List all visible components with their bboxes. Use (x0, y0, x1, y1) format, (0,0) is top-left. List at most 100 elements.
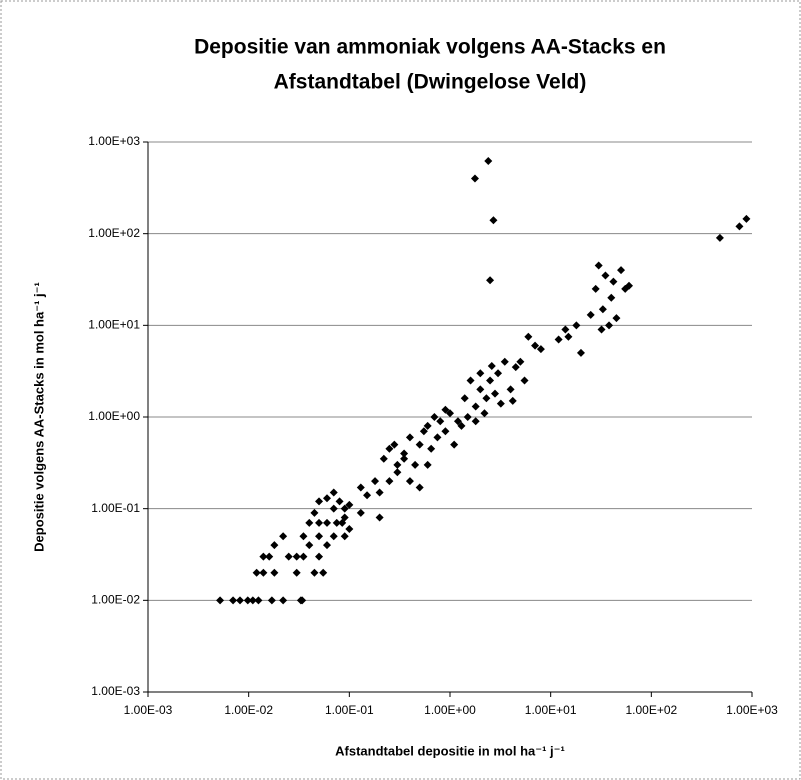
point (715, 233, 724, 242)
point (612, 314, 621, 323)
point (494, 369, 503, 378)
point (332, 518, 341, 527)
point (363, 491, 372, 500)
y-tick-label: 1.00E+00 (88, 409, 140, 423)
point (371, 477, 380, 486)
point (436, 417, 445, 426)
point (279, 596, 288, 605)
point (216, 596, 225, 605)
point (345, 525, 354, 534)
point (235, 596, 244, 605)
point (591, 284, 600, 293)
point (270, 541, 279, 550)
point (476, 385, 485, 394)
point (345, 500, 354, 509)
point (329, 532, 338, 541)
chart-title: Afstandtabel (Dwingelose Veld) (274, 71, 587, 94)
point (356, 508, 365, 517)
point (305, 518, 314, 527)
point (415, 483, 424, 492)
point (375, 488, 384, 497)
point (491, 389, 500, 398)
point (292, 568, 301, 577)
point (735, 222, 744, 231)
point (267, 596, 276, 605)
point (270, 568, 279, 577)
point (572, 321, 581, 330)
point (292, 552, 301, 561)
point (484, 157, 493, 166)
point (605, 321, 614, 330)
point (329, 488, 338, 497)
point (480, 409, 489, 418)
point (441, 427, 450, 436)
point (460, 394, 469, 403)
point (511, 363, 520, 372)
point (594, 261, 603, 270)
point (393, 460, 402, 469)
x-tick-label: 1.00E+01 (525, 703, 577, 717)
point (284, 552, 293, 561)
point (415, 440, 424, 449)
point (335, 497, 344, 506)
point (597, 325, 606, 334)
point (441, 405, 450, 414)
point (564, 332, 573, 341)
point (229, 596, 238, 605)
x-tick-label: 1.00E-01 (325, 703, 374, 717)
y-tick-label: 1.00E-02 (91, 593, 140, 607)
point (405, 433, 414, 442)
point (531, 341, 540, 350)
point (446, 409, 454, 418)
point (323, 518, 332, 527)
point (379, 454, 388, 463)
point (476, 369, 485, 378)
point (453, 417, 462, 426)
x-tick-label: 1.00E+02 (625, 703, 677, 717)
point (487, 362, 496, 371)
point (340, 513, 349, 522)
point (254, 596, 263, 605)
point (423, 460, 432, 469)
point (506, 385, 515, 394)
point (393, 468, 402, 477)
point (457, 421, 466, 430)
chart-title: Depositie van ammoniak volgens AA-Stacks… (194, 36, 666, 59)
point (323, 541, 332, 550)
point (310, 508, 319, 517)
point (385, 477, 394, 486)
x-tick-label: 1.00E+00 (424, 703, 476, 717)
point (423, 421, 432, 430)
point (340, 532, 349, 541)
x-tick-label: 1.00E-02 (224, 703, 273, 717)
point (500, 357, 509, 366)
y-tick-label: 1.00E+03 (88, 134, 140, 148)
point (742, 214, 751, 223)
point (315, 552, 324, 561)
point (524, 332, 533, 341)
point (329, 504, 338, 513)
point (265, 552, 274, 561)
point (323, 494, 332, 503)
point (576, 348, 585, 357)
point (315, 497, 324, 506)
point (536, 345, 545, 354)
point (319, 568, 328, 577)
point (598, 305, 607, 314)
point (496, 399, 505, 408)
point (299, 552, 308, 561)
point (586, 310, 595, 319)
y-tick-label: 1.00E-03 (91, 684, 140, 698)
point (419, 427, 428, 436)
point (607, 293, 616, 302)
y-tick-label: 1.00E+02 (88, 226, 140, 240)
point (520, 376, 529, 385)
y-axis-title: Depositie volgens AA-Stacks in mol ha⁻¹ … (31, 282, 46, 552)
point (471, 402, 480, 411)
point (450, 440, 459, 449)
point (315, 532, 324, 541)
point (427, 444, 436, 453)
point (405, 477, 414, 486)
y-tick-label: 1.00E+01 (88, 318, 140, 332)
